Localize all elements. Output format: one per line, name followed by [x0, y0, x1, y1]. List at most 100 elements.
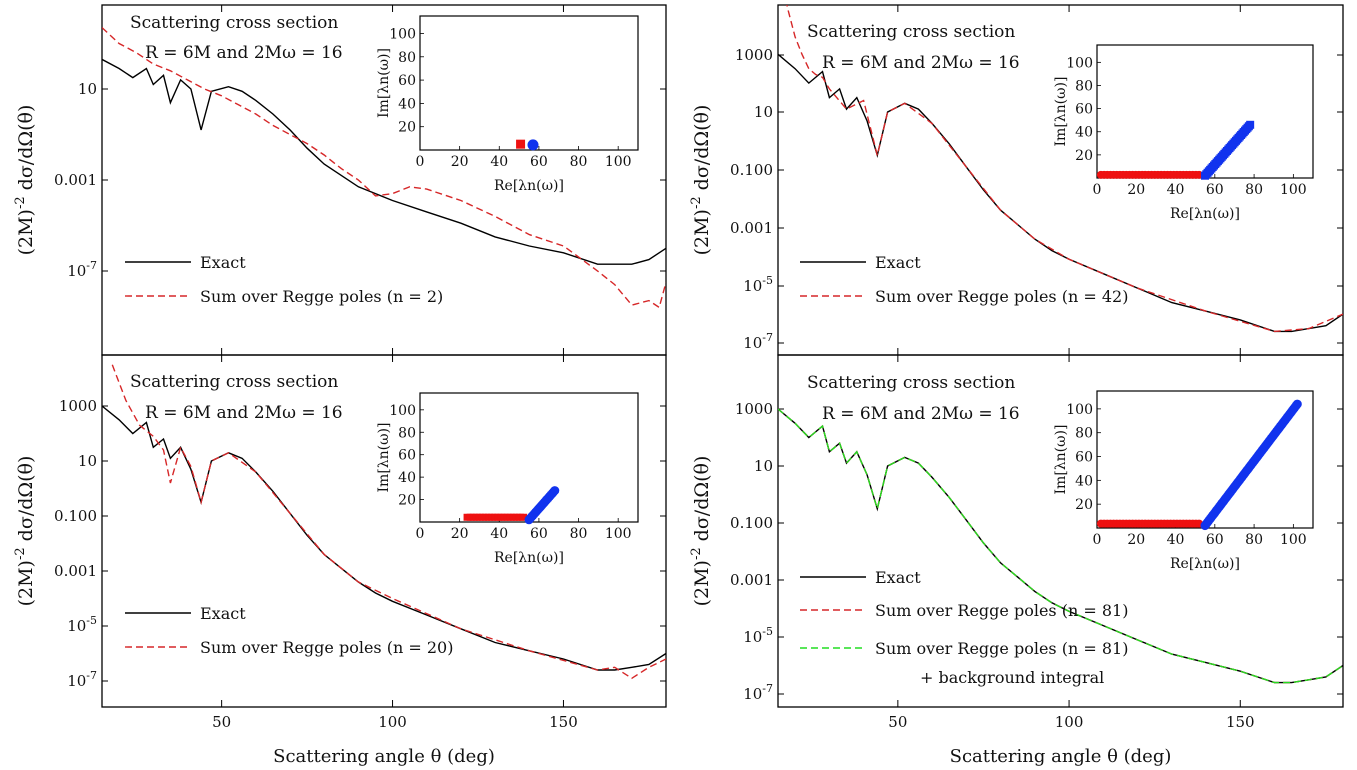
y-tick-label: 0.001: [730, 571, 773, 589]
chart-annotation: R = 6M and 2Mω = 16: [822, 404, 1020, 424]
legend-label-1: Sum over Regge poles (n = 42): [875, 287, 1128, 306]
inset-frame: [419, 392, 639, 523]
inset-x-tick-label: 100: [1280, 532, 1307, 548]
series-line-1: [102, 27, 666, 309]
legend-label-2: Sum over Regge poles (n = 81): [875, 639, 1128, 658]
legend-label-0: Exact: [875, 253, 921, 272]
inset-y-tick-label: 60: [398, 73, 416, 89]
y-tick-label: 0.100: [730, 161, 773, 179]
plot-frame: [101, 354, 667, 708]
inset-y-tick-label: 100: [389, 26, 416, 42]
y-axis-label: (2M)-2 dσ/dΩ(θ): [689, 105, 713, 256]
y-tick-label: 0.100: [54, 507, 97, 525]
x-tick-label: 50: [888, 713, 907, 731]
inset-x-tick-label: 40: [490, 154, 508, 170]
chart-title: Scattering cross section: [807, 22, 1015, 42]
y-tick-label: 10: [78, 452, 97, 470]
inset-y-tick-label: 20: [398, 493, 416, 509]
inset-x-tick-label: 0: [416, 526, 425, 542]
legend-label-0: Exact: [200, 604, 246, 623]
inset-x-tick-label: 100: [605, 526, 632, 542]
series-line-1: [786, 5, 1343, 333]
legend-label-0: Exact: [200, 253, 246, 272]
y-tick-label: 0.100: [730, 514, 773, 532]
y-tick-label: 0.001: [54, 171, 97, 189]
chart-annotation: R = 6M and 2Mω = 16: [145, 43, 343, 63]
y-axis-label: (2M)-2 dσ/dΩ(θ): [13, 105, 37, 256]
inset-y-label: Im[λn(ω)]: [376, 423, 392, 493]
y-tick-label: 10: [78, 80, 97, 98]
inset-x-tick-label: 60: [1206, 532, 1224, 548]
y-tick-label: 10-7: [743, 331, 773, 352]
x-tick-label: 150: [549, 713, 578, 731]
y-tick-label: 10: [754, 457, 773, 475]
inset-x-tick-label: 40: [490, 526, 508, 542]
inset-y-tick-label: 40: [398, 96, 416, 112]
inset-x-tick-label: 60: [530, 154, 548, 170]
series-line-0: [102, 58, 666, 265]
x-axis-label: Scattering angle θ (deg): [273, 746, 495, 767]
inset-y-tick-label: 40: [1075, 473, 1093, 489]
inset-x-tick-label: 80: [570, 526, 588, 542]
inset-y-tick-label: 40: [1075, 125, 1093, 141]
inset-x-tick-label: 40: [1167, 182, 1185, 198]
inset-y-tick-label: 100: [1066, 55, 1093, 71]
series-line-0: [778, 53, 1343, 333]
chart-title: Scattering cross section: [130, 372, 338, 392]
series-line-2: [778, 408, 1343, 684]
inset-x-tick-label: 80: [570, 154, 588, 170]
inset-y-tick-label: 20: [1075, 148, 1093, 164]
inset-y-tick-label: 20: [398, 120, 416, 136]
y-tick-label: 0.001: [54, 562, 97, 580]
inset-blue-pole: [1246, 120, 1255, 129]
inset-x-label: Re[λn(ω)]: [1170, 556, 1240, 572]
y-tick-label: 10-5: [743, 625, 773, 646]
y-tick-label: 0.001: [730, 219, 773, 237]
inset-frame: [1096, 44, 1314, 179]
chart-annotation: R = 6M and 2Mω = 16: [822, 53, 1020, 73]
inset-y-tick-label: 20: [1075, 497, 1093, 513]
inset-blue-pole: [527, 139, 539, 151]
legend-label-1: Sum over Regge poles (n = 20): [200, 638, 453, 657]
legend-label-1: Sum over Regge poles (n = 81): [875, 601, 1128, 620]
inset-x-tick-label: 60: [1206, 182, 1224, 198]
series-line-1: [111, 364, 666, 680]
chart-annotation: R = 6M and 2Mω = 16: [145, 403, 343, 423]
inset-blue-pole: [1292, 399, 1302, 409]
x-tick-label: 50: [212, 713, 231, 731]
inset-x-tick-label: 80: [1245, 182, 1263, 198]
inset-y-tick-label: 80: [398, 50, 416, 66]
inset-x-tick-label: 40: [1167, 532, 1185, 548]
inset-y-tick-label: 100: [1066, 402, 1093, 418]
inset-red-pole: [516, 139, 526, 149]
inset-x-tick-label: 20: [1127, 532, 1145, 548]
inset-x-tick-label: 20: [451, 154, 469, 170]
y-tick-label: 1000: [735, 46, 773, 64]
inset-x-tick-label: 60: [530, 526, 548, 542]
y-tick-label: 10-5: [67, 614, 97, 635]
x-tick-label: 150: [1226, 713, 1255, 731]
x-tick-label: 100: [378, 713, 407, 731]
y-axis-label: (2M)-2 dσ/dΩ(θ): [13, 456, 37, 607]
chart-title: Scattering cross section: [807, 373, 1015, 393]
inset-red-pole: [519, 513, 528, 521]
y-tick-label: 10-5: [743, 274, 773, 295]
y-tick-label: 1000: [59, 397, 97, 415]
inset-x-tick-label: 0: [1093, 532, 1102, 548]
inset-x-tick-label: 0: [1093, 182, 1102, 198]
inset-x-label: Re[λn(ω)]: [1170, 206, 1240, 222]
series-line-0: [102, 405, 666, 671]
inset-x-tick-label: 20: [451, 526, 469, 542]
legend-extra: + background integral: [920, 668, 1104, 687]
inset-y-tick-label: 40: [398, 470, 416, 486]
inset-y-tick-label: 80: [398, 425, 416, 441]
y-tick-label: 1000: [735, 400, 773, 418]
y-tick-label: 10-7: [67, 259, 97, 280]
inset-frame: [1096, 390, 1314, 529]
y-tick-label: 10-7: [67, 669, 97, 690]
inset-y-tick-label: 80: [1075, 78, 1093, 94]
inset-y-tick-label: 60: [1075, 102, 1093, 118]
inset-x-label: Re[λn(ω)]: [494, 550, 564, 566]
inset-x-tick-label: 100: [1280, 182, 1307, 198]
